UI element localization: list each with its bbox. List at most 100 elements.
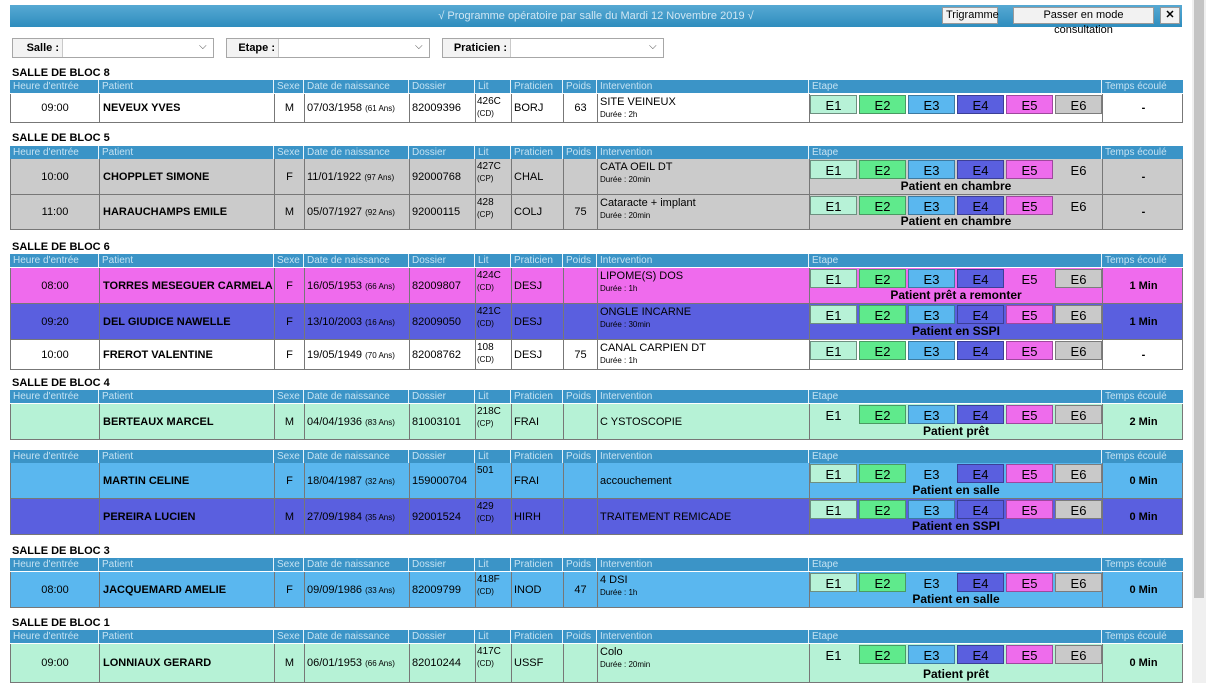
stage-button-e5[interactable]: E5 <box>1021 272 1038 287</box>
stage-button-e3[interactable]: E3 <box>908 645 955 664</box>
stage-button-e3[interactable]: E3 <box>908 95 955 114</box>
stage-button-e1[interactable]: E1 <box>810 269 857 288</box>
stage-button-e3[interactable]: E3 <box>908 269 955 288</box>
stage-button-e1[interactable]: E1 <box>810 196 857 215</box>
chevron-down-icon[interactable]: ⌵ <box>649 41 657 52</box>
patient-name[interactable]: LONNIAUX GERARD <box>103 657 212 669</box>
close-icon[interactable]: ✕ <box>1160 7 1180 24</box>
stage-button-e5[interactable]: E5 <box>1006 573 1053 592</box>
stage-button-e2[interactable]: E2 <box>859 196 906 215</box>
consultation-mode-button[interactable]: Passer en mode consultation <box>1013 7 1154 36</box>
stage-button-e4[interactable]: E4 <box>957 160 1004 179</box>
stage-button-e4[interactable]: E4 <box>957 464 1004 483</box>
stage-button-e2[interactable]: E2 <box>859 645 906 664</box>
stage-button-e5[interactable]: E5 <box>1006 464 1053 483</box>
stage-button-e5[interactable]: E5 <box>1006 341 1053 360</box>
table-row[interactable]: 09:20 DEL GIUDICE NAWELLE F 13/10/2003 (16 … <box>10 304 1183 340</box>
stage-button-e6[interactable]: E6 <box>1055 500 1102 519</box>
patient-name[interactable]: MARTIN CELINE <box>103 474 190 487</box>
stage-button-e5[interactable]: E5 <box>1006 405 1053 424</box>
stage-button-e5[interactable]: E5 <box>1006 645 1053 664</box>
column-header-poids: Poids <box>562 254 596 267</box>
stage-button-e1[interactable]: E1 <box>810 341 857 360</box>
table-row[interactable]: 09:00 NEVEUX YVES M 07/03/1958 (61 Ans) 8200… <box>10 94 1183 123</box>
stage-button-e2[interactable]: E2 <box>859 269 906 288</box>
stage-button-e2[interactable]: E2 <box>859 464 906 483</box>
table-row[interactable]: 11:00 HARAUCHAMPS EMILE M 05/07/1927 (92 An… <box>10 195 1183 230</box>
vertical-scrollbar[interactable] <box>1192 0 1206 683</box>
stage-button-e4[interactable]: E4 <box>957 95 1004 114</box>
table-row[interactable]: 09:00 LONNIAUX GERARD M 06/01/1953 (66 Ans)… <box>10 644 1183 683</box>
stage-button-e2[interactable]: E2 <box>859 160 906 179</box>
stage-button-e1[interactable]: E1 <box>810 464 857 483</box>
stage-button-e3[interactable]: E3 <box>908 405 955 424</box>
patient-name[interactable]: NEVEUX YVES <box>103 102 181 114</box>
stage-button-e5[interactable]: E5 <box>1006 196 1053 215</box>
stage-button-e6[interactable]: E6 <box>1055 405 1102 424</box>
stage-button-e6[interactable]: E6 <box>1055 269 1102 288</box>
stage-button-e4[interactable]: E4 <box>957 341 1004 360</box>
stage-button-e3[interactable]: E3 <box>908 305 955 324</box>
table-row[interactable]: MARTIN CELINE F 18/04/1987 (32 Ans) 1590007… <box>10 463 1183 499</box>
stage-button-e5[interactable]: E5 <box>1006 500 1053 519</box>
chevron-down-icon[interactable]: ⌵ <box>415 41 423 52</box>
table-row[interactable]: 10:00 FREROT VALENTINE F 19/05/1949 (70 Ans… <box>10 340 1183 370</box>
stage-button-e2[interactable]: E2 <box>859 95 906 114</box>
stage-button-e3[interactable]: E3 <box>908 500 955 519</box>
patient-name[interactable]: TORRES MESEGUER CARMELA <box>103 279 273 292</box>
stage-button-e2[interactable]: E2 <box>859 500 906 519</box>
patient-name[interactable]: JACQUEMARD AMELIE <box>103 583 227 596</box>
table-row[interactable]: 08:00 JACQUEMARD AMELIE F 09/09/1986 (33 An… <box>10 572 1183 608</box>
stage-button-e5[interactable]: E5 <box>1006 305 1053 324</box>
stage-button-e1[interactable]: E1 <box>810 305 857 324</box>
stage-button-e4[interactable]: E4 <box>957 305 1004 324</box>
stage-button-e4[interactable]: E4 <box>957 500 1004 519</box>
patient-name[interactable]: BERTEAUX MARCEL <box>103 415 214 428</box>
stage-button-e6[interactable]: E6 <box>1055 645 1102 664</box>
patient-name[interactable]: PEREIRA LUCIEN <box>103 510 196 523</box>
stage-button-e2[interactable]: E2 <box>859 341 906 360</box>
stage-button-e6[interactable]: E6 <box>1055 305 1102 324</box>
salle-filter[interactable]: Salle : ⌵ <box>12 38 214 58</box>
table-row[interactable]: BERTEAUX MARCEL M 04/04/1936 (83 Ans) 81003… <box>10 404 1183 440</box>
stage-button-e2[interactable]: E2 <box>859 305 906 324</box>
stage-button-e4[interactable]: E4 <box>957 645 1004 664</box>
stage-button-e2[interactable]: E2 <box>859 405 906 424</box>
trigramme-button[interactable]: Trigramme <box>942 7 999 24</box>
etape-filter[interactable]: Etape : ⌵ <box>226 38 430 58</box>
table-row[interactable]: 08:00 TORRES MESEGUER CARMELA F 16/05/1953 … <box>10 268 1183 304</box>
patient-name[interactable]: DEL GIUDICE NAWELLE <box>103 315 231 328</box>
stage-button-e1[interactable]: E1 <box>825 408 842 423</box>
stage-button-e6[interactable]: E6 <box>1055 95 1102 114</box>
stage-button-e1[interactable]: E1 <box>825 648 842 663</box>
stage-button-e1[interactable]: E1 <box>810 160 857 179</box>
patient-name[interactable]: HARAUCHAMPS EMILE <box>103 206 228 218</box>
chevron-down-icon[interactable]: ⌵ <box>199 41 207 52</box>
stage-button-e1[interactable]: E1 <box>810 95 857 114</box>
stage-button-e3[interactable]: E3 <box>923 576 940 591</box>
stage-button-e6[interactable]: E6 <box>1070 163 1087 178</box>
patient-name[interactable]: FREROT VALENTINE <box>103 348 213 361</box>
table-row[interactable]: PEREIRA LUCIEN M 27/09/1984 (35 Ans) 920015… <box>10 499 1183 535</box>
stage-button-e1[interactable]: E1 <box>810 573 857 592</box>
stage-button-e3[interactable]: E3 <box>923 467 940 482</box>
praticien-filter[interactable]: Praticien : ⌵ <box>442 38 664 58</box>
stage-button-e4[interactable]: E4 <box>957 196 1004 215</box>
stage-button-e6[interactable]: E6 <box>1055 573 1102 592</box>
stage-button-e4[interactable]: E4 <box>957 573 1004 592</box>
patient-name[interactable]: CHOPPLET SIMONE <box>103 170 210 183</box>
stage-button-e6[interactable]: E6 <box>1055 464 1102 483</box>
stage-button-e4[interactable]: E4 <box>957 269 1004 288</box>
stage-button-e6[interactable]: E6 <box>1055 341 1102 360</box>
stage-button-e2[interactable]: E2 <box>859 573 906 592</box>
stage-button-e1[interactable]: E1 <box>810 500 857 519</box>
stage-button-e3[interactable]: E3 <box>908 160 955 179</box>
stage-button-e5[interactable]: E5 <box>1006 95 1053 114</box>
scrollbar-thumb[interactable] <box>1194 0 1204 598</box>
stage-button-e4[interactable]: E4 <box>957 405 1004 424</box>
stage-button-e6[interactable]: E6 <box>1070 199 1087 214</box>
stage-button-e3[interactable]: E3 <box>908 196 955 215</box>
stage-button-e5[interactable]: E5 <box>1006 160 1053 179</box>
stage-button-e3[interactable]: E3 <box>908 341 955 360</box>
table-row[interactable]: 10:00 CHOPPLET SIMONE F 11/01/1922 (97 Ans)… <box>10 159 1183 195</box>
